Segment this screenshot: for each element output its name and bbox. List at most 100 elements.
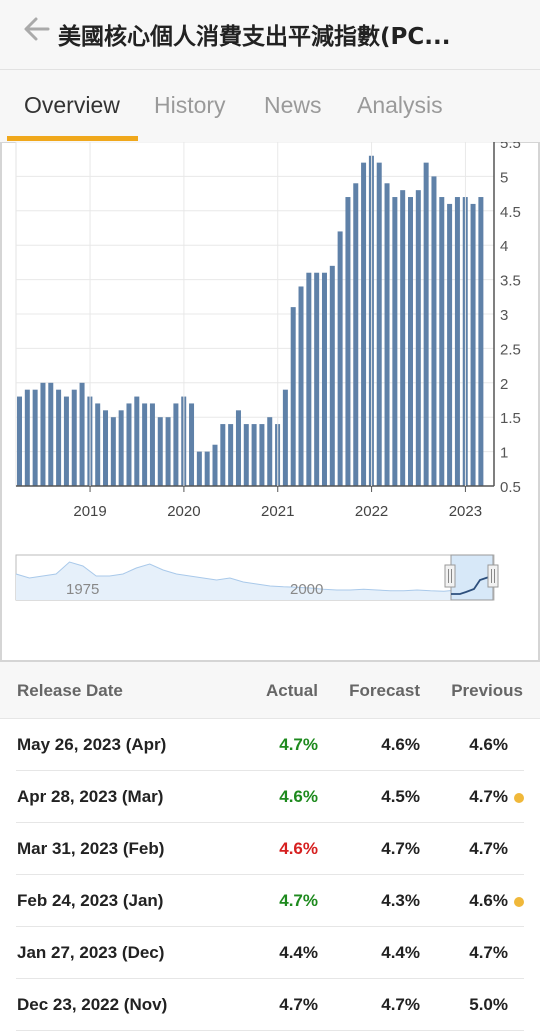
table-row[interactable]: Jan 27, 2023 (Dec) 4.4% 4.4% 4.7% bbox=[16, 927, 524, 979]
chart-bar[interactable] bbox=[71, 389, 77, 486]
chart-bar[interactable] bbox=[321, 272, 327, 486]
actual-value: 4.4% bbox=[279, 943, 318, 962]
y-tick-label: 5.5 bbox=[500, 142, 521, 152]
header-release-date[interactable]: Release Date bbox=[17, 681, 123, 700]
chart-bar[interactable] bbox=[212, 444, 218, 486]
chart-bar[interactable] bbox=[361, 162, 367, 486]
release-date: Apr 28, 2023 (Mar) bbox=[17, 787, 164, 806]
tab-news[interactable]: News bbox=[264, 92, 322, 118]
chart-bar[interactable] bbox=[376, 162, 382, 486]
y-tick-label: 1.5 bbox=[500, 410, 521, 427]
chart-bar[interactable] bbox=[392, 197, 398, 486]
chart-bar[interactable] bbox=[439, 197, 445, 486]
chart-bar[interactable] bbox=[134, 396, 140, 486]
chart-bar[interactable] bbox=[415, 190, 421, 486]
chart-bar[interactable] bbox=[235, 410, 241, 486]
actual-value: 4.7% bbox=[279, 891, 318, 910]
chart-bar[interactable] bbox=[126, 403, 132, 486]
chart-bar[interactable] bbox=[259, 424, 265, 486]
chart-bar[interactable] bbox=[228, 424, 234, 486]
chart-bar[interactable] bbox=[63, 396, 69, 486]
chart-bar[interactable] bbox=[103, 410, 109, 486]
chart-bar[interactable] bbox=[204, 451, 210, 486]
chart-bar[interactable] bbox=[267, 417, 273, 486]
actual-value: 4.6% bbox=[279, 839, 318, 858]
revised-indicator-icon bbox=[514, 793, 524, 803]
previous-value: 4.6% bbox=[469, 735, 508, 754]
chart-bar[interactable] bbox=[189, 403, 195, 486]
table-row[interactable]: Apr 28, 2023 (Mar) 4.6% 4.5% 4.7% bbox=[16, 771, 524, 823]
chart-bar[interactable] bbox=[306, 272, 312, 486]
chart-bar[interactable] bbox=[110, 417, 116, 486]
y-tick-label: 1 bbox=[500, 445, 508, 462]
actual-value: 4.7% bbox=[279, 735, 318, 754]
chart-bar[interactable] bbox=[157, 417, 163, 486]
forecast-value: 4.7% bbox=[381, 839, 420, 858]
x-tick-label: 2019 bbox=[73, 503, 106, 520]
chart-bar[interactable] bbox=[470, 203, 476, 487]
chart-bar[interactable] bbox=[423, 162, 429, 486]
y-tick-label: 4 bbox=[500, 238, 508, 255]
chart-bar[interactable] bbox=[196, 451, 202, 486]
chart-bar[interactable] bbox=[384, 183, 390, 486]
navigator-left-handle[interactable] bbox=[444, 564, 456, 588]
chart-bar[interactable] bbox=[118, 410, 124, 486]
chart-bar[interactable] bbox=[345, 197, 351, 486]
y-tick-label: 5 bbox=[500, 169, 508, 186]
back-arrow-icon[interactable] bbox=[22, 12, 52, 46]
chart-bar[interactable] bbox=[40, 382, 46, 486]
chart-bar[interactable] bbox=[220, 424, 226, 486]
chart-bar[interactable] bbox=[290, 307, 296, 486]
chart-bar[interactable] bbox=[400, 190, 406, 486]
table-row[interactable]: Feb 24, 2023 (Jan) 4.7% 4.3% 4.6% bbox=[16, 875, 524, 927]
bar-chart[interactable]: 0.5 1 1.5 2 2.5 3 3.5 4 4.5 5 5.5 2019 2020 2021 2022 2… bbox=[0, 142, 540, 660]
header-actual[interactable]: Actual bbox=[266, 681, 318, 700]
chart-bar[interactable] bbox=[149, 403, 155, 486]
chart-bar[interactable] bbox=[431, 176, 437, 486]
tab-overview[interactable]: Overview bbox=[24, 92, 120, 118]
chart-bar[interactable] bbox=[329, 265, 335, 486]
navigator-area bbox=[16, 562, 484, 600]
table-row[interactable]: Dec 23, 2022 (Nov) 4.7% 4.7% 5.0% bbox=[16, 979, 524, 1031]
forecast-value: 4.4% bbox=[381, 943, 420, 962]
chart-bar[interactable] bbox=[243, 424, 249, 486]
x-tick-label: 2022 bbox=[355, 503, 388, 520]
navigator-label: 1975 bbox=[66, 581, 99, 598]
chart-bar[interactable] bbox=[447, 203, 453, 487]
chart-bar[interactable] bbox=[95, 403, 101, 486]
release-date: May 26, 2023 (Apr) bbox=[17, 735, 167, 754]
revised-indicator-icon bbox=[514, 897, 524, 907]
table-row[interactable]: Mar 31, 2023 (Feb) 4.6% 4.7% 4.7% bbox=[16, 823, 524, 875]
chart-bar[interactable] bbox=[298, 286, 304, 486]
chart-bar[interactable] bbox=[337, 231, 343, 486]
tab-bar: Overview History News Analysis bbox=[0, 70, 540, 142]
active-tab-indicator bbox=[7, 136, 138, 141]
chart-bar[interactable] bbox=[24, 389, 30, 486]
tab-analysis[interactable]: Analysis bbox=[357, 92, 443, 118]
chart-bar[interactable] bbox=[478, 197, 484, 486]
chart-bar[interactable] bbox=[142, 403, 148, 486]
forecast-value: 4.6% bbox=[381, 735, 420, 754]
header-previous[interactable]: Previous bbox=[451, 681, 523, 700]
release-date: Mar 31, 2023 (Feb) bbox=[17, 839, 165, 858]
tab-history[interactable]: History bbox=[154, 92, 226, 118]
app-header: 美國核心個人消費支出平減指數(PC... bbox=[0, 0, 540, 70]
chart-bar[interactable] bbox=[173, 403, 179, 486]
chart-bar[interactable] bbox=[79, 382, 85, 486]
chart-bar[interactable] bbox=[314, 272, 320, 486]
chart-bar[interactable] bbox=[282, 389, 288, 486]
chart-bar[interactable] bbox=[408, 197, 413, 486]
chart-bar[interactable] bbox=[48, 382, 54, 486]
chart-bar[interactable] bbox=[251, 424, 257, 486]
y-tick-label: 2.5 bbox=[500, 341, 521, 358]
table-row[interactable]: May 26, 2023 (Apr) 4.7% 4.6% 4.6% bbox=[16, 719, 524, 771]
chart-bar[interactable] bbox=[56, 389, 62, 486]
chart-bar[interactable] bbox=[353, 183, 359, 486]
previous-value: 4.7% bbox=[469, 839, 508, 858]
chart-bar[interactable] bbox=[165, 417, 171, 486]
navigator-right-handle[interactable] bbox=[487, 564, 499, 588]
chart-bar[interactable] bbox=[17, 396, 22, 486]
chart-bar[interactable] bbox=[454, 197, 460, 486]
chart-bar[interactable] bbox=[32, 389, 38, 486]
header-forecast[interactable]: Forecast bbox=[349, 681, 420, 700]
